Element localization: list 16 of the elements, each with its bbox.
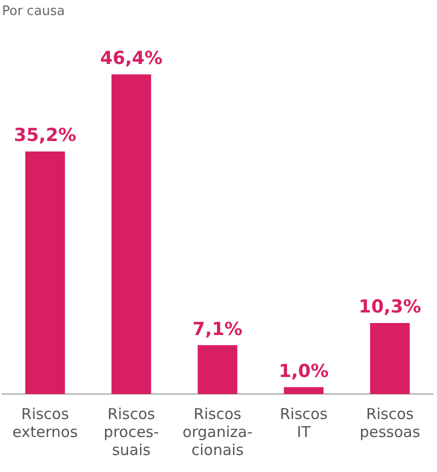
x-tick-label: Riscos externos xyxy=(12,404,78,441)
chart-title: Por causa xyxy=(2,4,65,20)
x-tick-label: Riscos IT xyxy=(280,404,328,441)
data-label: 1,0% xyxy=(278,360,329,382)
bar xyxy=(284,387,324,394)
data-label: 7,1% xyxy=(192,318,242,340)
x-tick-label: Riscos pessoas xyxy=(360,404,420,441)
x-tick-label: Riscos proces- suais xyxy=(104,404,159,459)
x-tick-label: Riscos organiza- cionais xyxy=(182,404,252,459)
data-label: 46,4% xyxy=(100,48,163,70)
bar xyxy=(111,74,152,394)
data-label: 10,3% xyxy=(358,296,422,318)
bar xyxy=(25,152,65,394)
bar xyxy=(198,345,238,394)
data-label: 35,2% xyxy=(14,125,76,146)
bar xyxy=(370,323,410,394)
